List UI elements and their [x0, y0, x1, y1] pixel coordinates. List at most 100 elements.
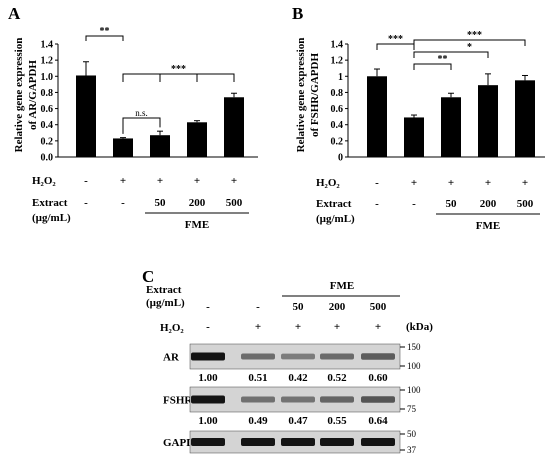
bar: [441, 97, 461, 157]
significance-bracket: [413, 51, 489, 58]
y-axis-label-b: Relative gene expression of FSHR/GAPDH: [295, 38, 321, 153]
extract-value: 200: [329, 301, 346, 313]
panel-label-b: B: [292, 4, 303, 23]
significance-bracket-label: **: [100, 26, 110, 37]
bar: [515, 80, 535, 157]
y-tick-label: 0.2: [41, 136, 54, 147]
extract-value: 50: [155, 197, 167, 209]
marker-label: 100: [407, 361, 421, 371]
group-label: FME: [476, 220, 500, 232]
panel-label-a: A: [8, 4, 21, 23]
y-tick-label: 1.0: [41, 72, 54, 83]
y-tick-label: 0.6: [41, 104, 54, 115]
y-tick-label: 1: [338, 72, 343, 83]
h2o2-row-label: H₂O₂: [316, 177, 340, 189]
significance-bracket: [122, 73, 235, 82]
h2o2-row-label: H₂O₂: [32, 175, 56, 187]
extract-value: 50: [446, 198, 458, 210]
extract-unit-label: (µg/mL): [316, 213, 355, 225]
extract-value: -: [206, 301, 210, 313]
extract-value: 50: [293, 301, 305, 313]
h2o2-value: -: [375, 177, 379, 189]
h2o2-value: +: [194, 175, 200, 187]
blot-row-label: FSHR: [163, 395, 193, 407]
significance-bracket-label: n.s.: [135, 108, 148, 118]
blot-band: [281, 353, 315, 360]
western-blot-panel: FME Extract(µg/mL) - - 50 200 500 H₂O₂ - + + + + (kDa…: [146, 280, 433, 455]
blot-band: [191, 395, 225, 404]
band-quantification-value: 0.42: [288, 372, 308, 384]
significance-bracket-label: *: [467, 42, 472, 53]
group-label: FME: [330, 280, 354, 292]
y-tick-label: 0.8: [41, 88, 54, 99]
kda-label: (kDa): [406, 321, 433, 333]
band-quantification-value: 1.00: [198, 415, 218, 427]
significance-bracket: [85, 35, 124, 41]
y-tick-label: 0.4: [41, 120, 54, 131]
extract-row-label: Extract: [316, 198, 352, 210]
bar: [367, 76, 387, 157]
marker-label: 100: [407, 385, 421, 395]
y-axis-label-a-line1: Relative gene expression: [13, 38, 25, 153]
h2o2-row-label: H₂O₂: [160, 322, 184, 334]
bar: [150, 135, 170, 157]
h2o2-value: +: [522, 177, 528, 189]
significance-bracket-label: ***: [171, 64, 186, 75]
h2o2-value: -: [206, 321, 210, 333]
bar: [478, 85, 498, 157]
band-quantification-value: 0.47: [288, 415, 308, 427]
extract-row-label: Extract: [32, 197, 68, 209]
panel-label-c: C: [142, 267, 154, 286]
y-axis-label-a: Relative gene expression of AR/GAPDH: [13, 38, 39, 153]
blot-band: [361, 396, 395, 403]
y-tick-label: 0.4: [331, 120, 344, 131]
extract-value: -: [375, 198, 379, 210]
significance-bracket-label: **: [438, 54, 448, 65]
bar: [224, 97, 244, 157]
blot-band: [191, 438, 225, 446]
band-quantification-value: 0.60: [368, 372, 388, 384]
extract-value: -: [121, 197, 125, 209]
y-axis-label-b-line1: Relative gene expression: [295, 38, 307, 153]
blot-band: [281, 396, 315, 403]
bar-plot-a: 0.0 0.2 0.4 0.6 0.8 1.0 1.2 1.4 ** n.s. *** H₂O₂ - + +…: [32, 26, 258, 231]
y-tick-label: 0.8: [331, 88, 344, 99]
y-tick-label: 1.2: [41, 56, 54, 67]
significance-bracket: [122, 117, 161, 134]
significance-bracket: [413, 39, 526, 46]
blot-band: [320, 353, 354, 360]
extract-value: 200: [480, 198, 497, 210]
blot-band: [241, 353, 275, 360]
extract-value: -: [256, 301, 260, 313]
blot-band: [361, 353, 395, 360]
marker-label: 37: [407, 445, 417, 455]
h2o2-value: +: [375, 321, 381, 333]
y-tick-label: 0: [338, 153, 343, 164]
blot-band: [281, 438, 315, 446]
band-quantification-value: 0.55: [327, 415, 347, 427]
significance-bracket-label: ***: [467, 30, 482, 41]
y-tick-label: 0.6: [331, 104, 344, 115]
blot-row-label: AR: [163, 352, 180, 364]
h2o2-value: +: [255, 321, 261, 333]
significance-bracket: [413, 63, 452, 70]
y-tick-label: 1.4: [41, 40, 54, 51]
significance-bracket-label: ***: [388, 34, 403, 45]
y-tick-label: 0.2: [331, 136, 344, 147]
h2o2-value: +: [231, 175, 237, 187]
blot-band: [361, 438, 395, 446]
extract-value: -: [84, 197, 88, 209]
y-tick-label: 0.0: [41, 153, 54, 164]
extract-unit-label: (µg/mL): [146, 297, 185, 309]
h2o2-value: +: [411, 177, 417, 189]
marker-label: 150: [407, 342, 421, 352]
band-quantification-value: 0.64: [368, 415, 388, 427]
y-tick-label: 1.2: [331, 56, 344, 67]
band-quantification-value: 0.52: [327, 372, 347, 384]
y-axis-label-a-line2: of AR/GAPDH: [27, 60, 39, 130]
blot-band: [241, 396, 275, 403]
blot-band: [320, 438, 354, 446]
bar: [76, 75, 96, 157]
h2o2-value: +: [448, 177, 454, 189]
